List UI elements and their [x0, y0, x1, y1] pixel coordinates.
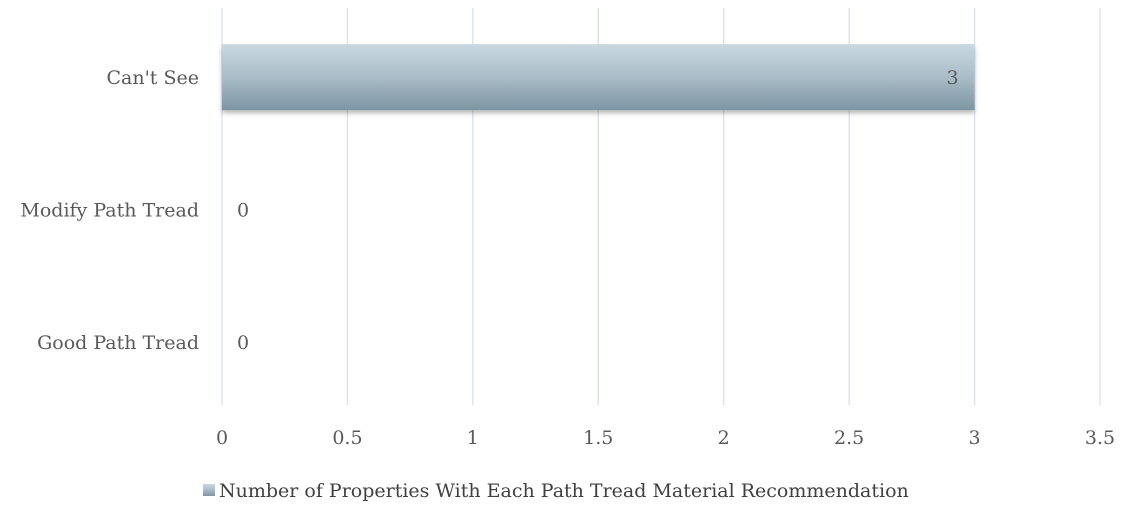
- x-tick-label: 2.5: [834, 427, 864, 449]
- x-tick-label: 3: [969, 427, 981, 449]
- data-label: 0: [237, 332, 249, 354]
- category-label: Modify Path Tread: [20, 200, 199, 222]
- legend: Number of Properties With Each Path Trea…: [203, 480, 909, 502]
- data-label: 3: [946, 67, 958, 89]
- x-tick-label: 2: [718, 427, 730, 449]
- x-tick-label: 0: [216, 427, 228, 449]
- x-tick-label: 0.5: [332, 427, 362, 449]
- category-label: Can't See: [106, 67, 199, 89]
- bars: [222, 44, 975, 111]
- data-labels: 3 0 0: [237, 67, 959, 354]
- legend-label: Number of Properties With Each Path Trea…: [219, 480, 909, 502]
- bar: [222, 44, 975, 111]
- category-labels: Can't See Modify Path Tread Good Path Trea…: [20, 67, 199, 354]
- category-label: Good Path Tread: [37, 332, 199, 354]
- data-label: 0: [237, 200, 249, 222]
- x-tick-label: 3.5: [1085, 427, 1115, 449]
- x-axis-tick-labels: 0 0.5 1 1.5 2 2.5 3 3.5: [216, 427, 1115, 449]
- legend-swatch: [203, 484, 215, 496]
- x-tick-label: 1: [467, 427, 479, 449]
- x-tick-label: 1.5: [583, 427, 613, 449]
